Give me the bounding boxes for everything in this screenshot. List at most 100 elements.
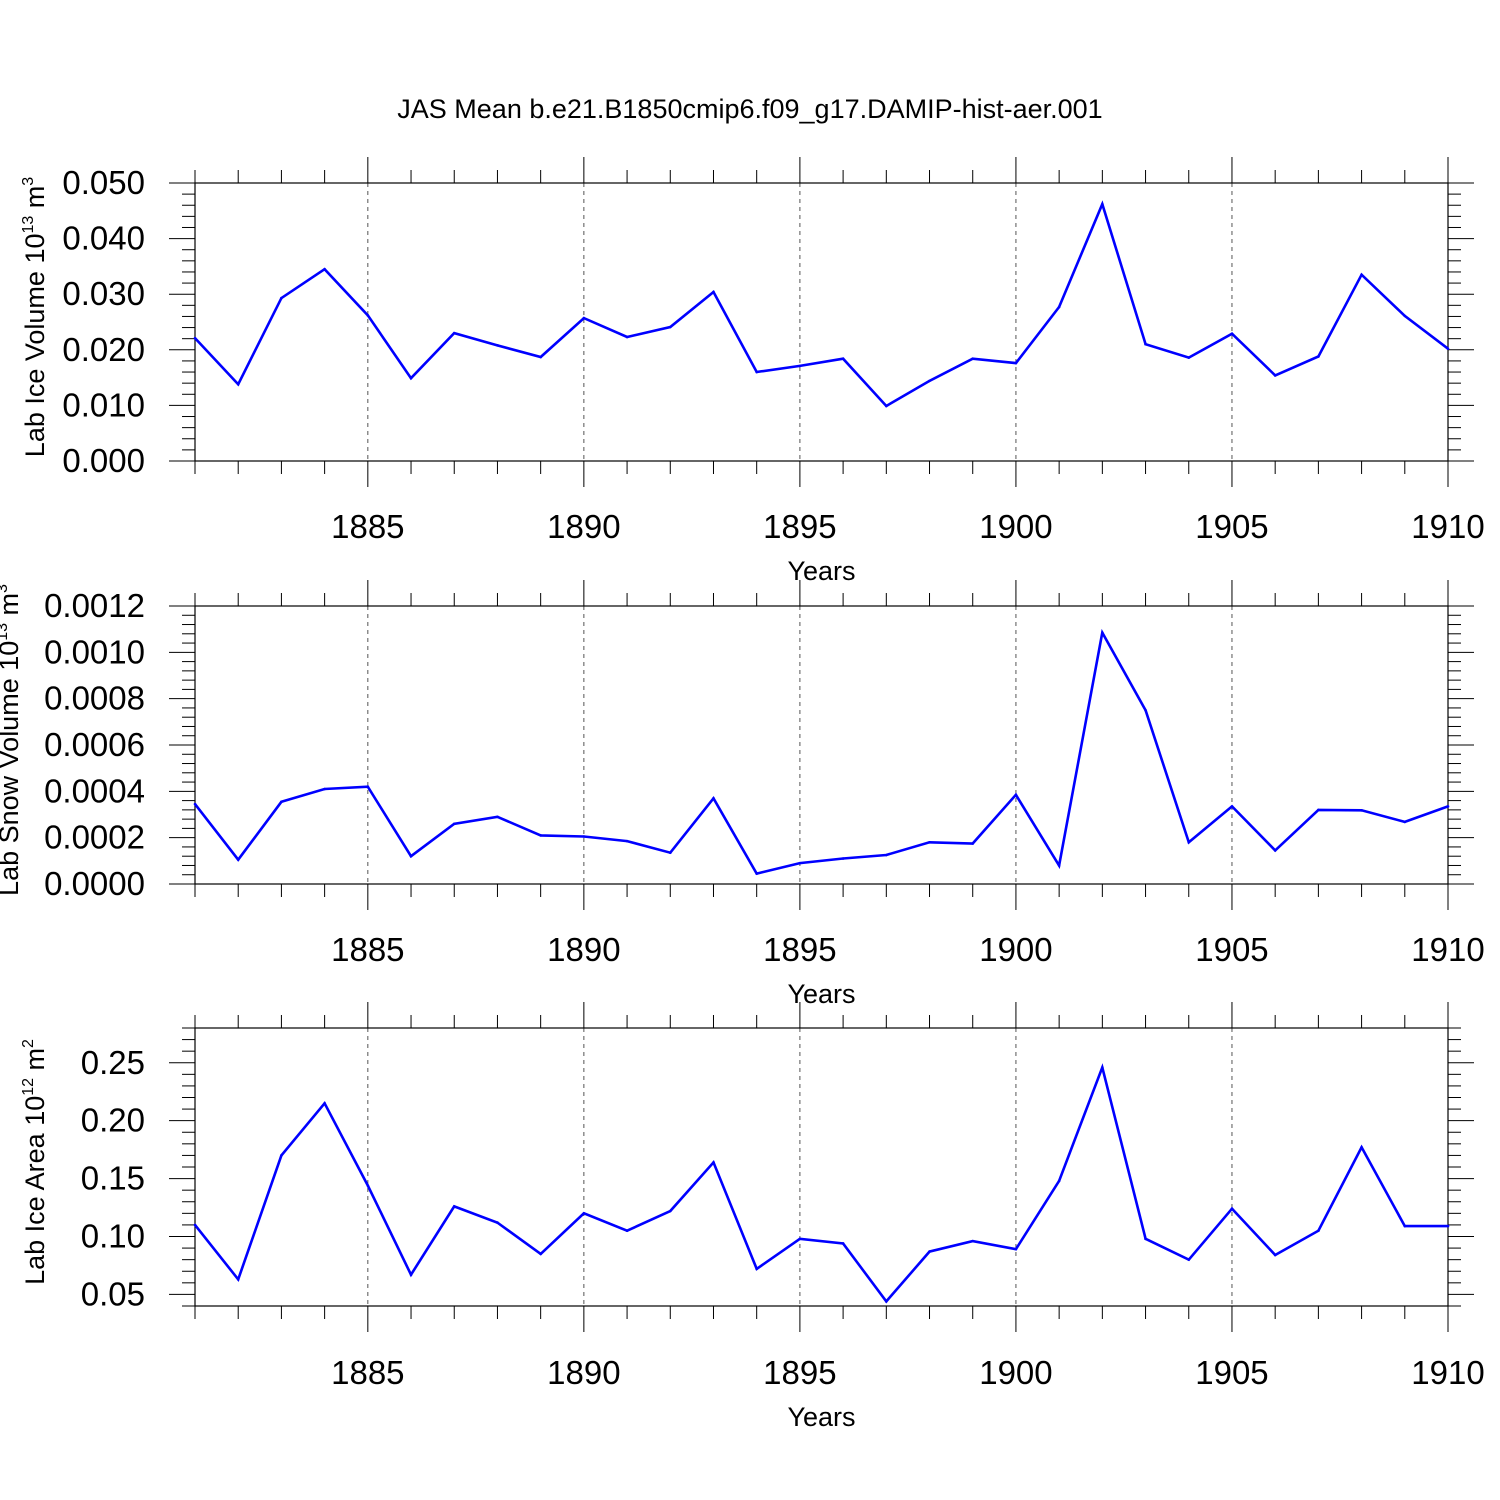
data-point — [1144, 342, 1147, 346]
x-tick-label: 1885 — [331, 931, 404, 968]
data-point — [885, 1300, 888, 1303]
data-point — [323, 1101, 326, 1105]
data-point — [798, 861, 802, 865]
data-point — [452, 331, 456, 335]
data-point — [625, 839, 629, 843]
data-point — [928, 841, 931, 844]
data-point — [1446, 347, 1450, 350]
x-tick-label: 1890 — [547, 1354, 620, 1391]
chart-panel-1: 1885 1890 1895 1900 1905 1910 0.000 0.010 0.020 0… — [20, 157, 1485, 586]
data-point — [885, 853, 888, 857]
data-point — [1187, 841, 1191, 844]
data-point — [539, 1252, 542, 1256]
y-tick-label: 0.0012 — [44, 587, 145, 624]
chart-panel-3: 1885 1890 1895 1900 1905 1910 0.05 0.10 0.15 0.20… — [20, 1002, 1485, 1432]
data-point — [841, 357, 845, 360]
y-tick-label: 0.0008 — [44, 680, 145, 717]
y-tick-label: 0.15 — [81, 1160, 145, 1197]
data-point — [366, 785, 370, 788]
data-point — [841, 1242, 845, 1245]
data-point — [712, 1161, 715, 1164]
data-point — [625, 1229, 629, 1233]
data-point — [496, 815, 499, 819]
data-point — [928, 1250, 931, 1253]
x-tick-label: 1890 — [547, 508, 620, 545]
data-point — [1446, 805, 1450, 808]
x-tick-label: 1900 — [979, 1354, 1052, 1391]
data-point — [1273, 1253, 1277, 1257]
x-axis-title: Years — [787, 1402, 855, 1432]
data-point — [1014, 793, 1018, 797]
data-point — [1230, 1207, 1234, 1210]
data-point — [582, 316, 586, 320]
data-point — [193, 802, 197, 806]
x-tick-label: 1890 — [547, 931, 620, 968]
plot-frame — [194, 1027, 1449, 1307]
y-tick-label: 0.05 — [81, 1275, 145, 1312]
data-point — [193, 336, 197, 340]
x-axis-title: Years — [787, 979, 855, 1009]
data-point — [668, 1209, 672, 1213]
x-tick-label: 1895 — [763, 508, 836, 545]
data-point — [452, 1205, 456, 1208]
chart-panel-2: 1885 1890 1895 1900 1905 1910 0.0000 0.0002 0.00… — [0, 580, 1485, 1009]
data-point — [1403, 314, 1407, 318]
series-line — [193, 1063, 1448, 1304]
data-point — [323, 787, 326, 791]
data-point — [1101, 202, 1104, 206]
data-point — [712, 796, 715, 800]
x-tick-label: 1895 — [763, 931, 836, 968]
data-point — [798, 1237, 802, 1241]
data-point — [798, 364, 802, 368]
data-point — [928, 379, 931, 383]
data-point — [539, 355, 542, 359]
data-point — [1057, 864, 1061, 867]
y-tick-label: 0.050 — [62, 164, 145, 201]
data-point — [1014, 361, 1018, 365]
data-point — [409, 1273, 413, 1277]
y-tick-label: 0.040 — [62, 220, 145, 257]
y-tick-label: 0.0002 — [44, 819, 145, 856]
data-point — [193, 1223, 197, 1227]
x-axis-title: Years — [787, 556, 855, 586]
data-point — [1403, 820, 1407, 824]
data-point — [236, 382, 240, 386]
x-tick-label: 1900 — [979, 508, 1052, 545]
data-point — [755, 370, 758, 374]
data-point — [971, 357, 975, 360]
data-point — [1403, 1224, 1407, 1228]
data-point — [1273, 374, 1277, 377]
data-point — [1144, 708, 1147, 712]
chart-panels: 1885 1890 1895 1900 1905 1910 0.000 0.010 0.020 0… — [0, 157, 1485, 1432]
data-point — [668, 851, 672, 855]
data-point — [236, 1278, 240, 1281]
data-point — [712, 290, 715, 294]
y-tick-label: 0.25 — [81, 1044, 145, 1081]
data-point — [1446, 1224, 1450, 1228]
data-point — [236, 858, 240, 861]
data-point — [1101, 1066, 1104, 1069]
data-point — [1057, 305, 1061, 309]
y-tick-label: 0.0004 — [44, 772, 145, 809]
data-point — [280, 296, 283, 300]
y-tick-label: 0.020 — [62, 331, 145, 368]
y-axis-title: Lab Snow Volume 1013 m3 — [0, 584, 24, 896]
x-tick-label: 1910 — [1411, 1354, 1484, 1391]
y-tick-label: 0.0000 — [44, 865, 145, 902]
data-point — [582, 835, 586, 838]
data-point — [539, 834, 542, 837]
data-point — [668, 325, 672, 329]
data-point — [496, 344, 499, 347]
data-point — [1101, 631, 1104, 634]
data-point — [971, 1239, 975, 1243]
x-tick-label: 1895 — [763, 1354, 836, 1391]
y-tick-label: 0.010 — [62, 386, 145, 423]
x-tick-label: 1905 — [1195, 1354, 1268, 1391]
data-point — [452, 822, 456, 826]
y-axis-title: Lab Ice Area 1012 m2 — [20, 1039, 50, 1285]
data-point — [582, 1212, 586, 1215]
data-point — [280, 1154, 283, 1157]
x-tick-label: 1910 — [1411, 508, 1484, 545]
data-point — [1230, 805, 1234, 808]
